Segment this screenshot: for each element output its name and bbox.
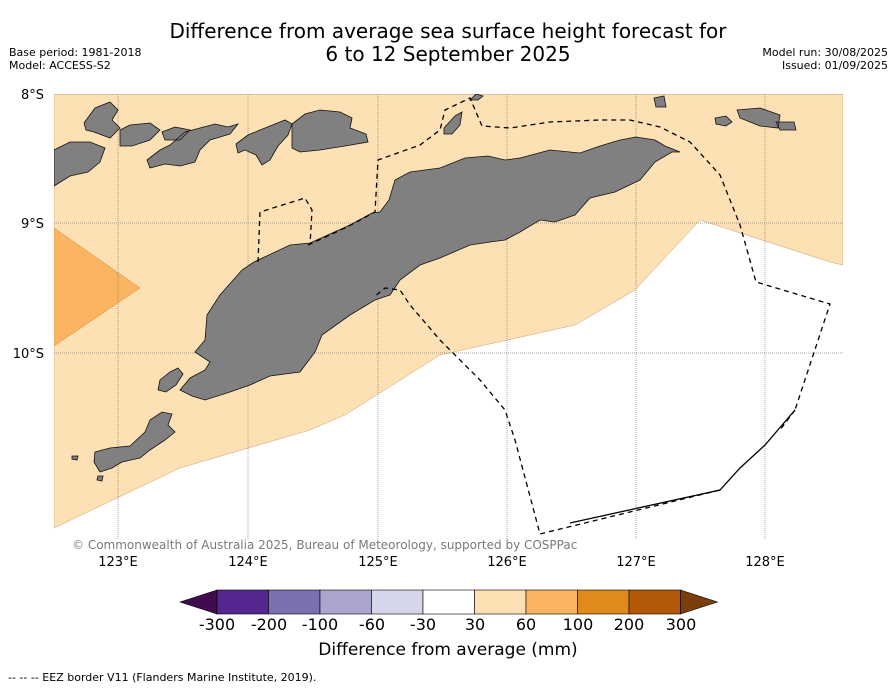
copyright-notice: © Commonwealth of Australia 2025, Bureau… xyxy=(72,538,578,552)
run-info: Model run: 30/08/2025 Issued: 01/09/2025 xyxy=(762,46,888,72)
base-period: Base period: 1981-2018 xyxy=(9,46,142,59)
model-name: Model: ACCESS-S2 xyxy=(9,59,111,72)
colorbar-tick: 30 xyxy=(464,615,486,634)
colorbar-tick: -100 xyxy=(301,615,339,634)
lon-label-124e: 124°E xyxy=(228,555,268,570)
colorbar-tick: -200 xyxy=(250,615,288,634)
colorbar-tick: 200 xyxy=(613,615,645,634)
lon-label-125e: 125°E xyxy=(358,555,398,570)
ndana-island xyxy=(71,455,104,482)
rote-island xyxy=(93,411,176,473)
colorbar-swatch xyxy=(371,589,424,615)
colorbar-swatch xyxy=(577,589,630,615)
colorbar xyxy=(179,589,719,615)
wetar-west-islands xyxy=(235,109,369,166)
lat-label-8s: 8°S xyxy=(21,88,44,103)
colorbar-tick: -30 xyxy=(409,615,437,634)
lon-label-123e: 123°E xyxy=(98,555,138,570)
issued-date: Issued: 01/09/2025 xyxy=(781,59,888,72)
colorbar-label: Difference from average (mm) xyxy=(318,640,578,660)
lon-label-126e: 126°E xyxy=(487,555,527,570)
eez-legend: -- -- -- EEZ border V11 (Flanders Marine… xyxy=(8,671,317,684)
title-line-1: Difference from average sea surface heig… xyxy=(169,19,727,43)
lon-label-128e: 128°E xyxy=(745,555,785,570)
colorbar-extend-high xyxy=(680,589,719,615)
model-info: Base period: 1981-2018 Model: ACCESS-S2 xyxy=(9,46,141,72)
colorbar-swatch xyxy=(268,589,321,615)
colorbar-swatches xyxy=(179,589,719,615)
eastern-islands xyxy=(443,94,797,135)
colorbar-extend-low xyxy=(179,589,218,615)
colorbar-swatch xyxy=(628,589,681,615)
colorbar-tick: 100 xyxy=(562,615,594,634)
colorbar-swatch xyxy=(422,589,475,615)
model-run: Model run: 30/08/2025 xyxy=(762,46,888,59)
sea-height-map: 8°S 9°S 10°S 123°E 124°E 125°E 126°E 127… xyxy=(13,88,843,570)
timor-island xyxy=(179,136,681,401)
semau-island xyxy=(157,367,184,393)
lat-label-9s: 9°S xyxy=(21,217,44,232)
colorbar-swatch xyxy=(216,589,269,615)
colorbar-tick: -300 xyxy=(198,615,236,634)
colorbar-swatch xyxy=(319,589,372,615)
anomaly-region-60-100 xyxy=(54,227,141,347)
colorbar-tick: 60 xyxy=(515,615,537,634)
colorbar-tick: 300 xyxy=(665,615,697,634)
map-title: Difference from average sea surface heig… xyxy=(0,20,896,66)
title-line-2: 6 to 12 September 2025 xyxy=(325,42,571,66)
eez-border-solid xyxy=(569,409,796,524)
colorbar-swatch xyxy=(474,589,527,615)
anomaly-region-30-60 xyxy=(54,94,843,529)
colorbar-swatch xyxy=(525,589,578,615)
alor-pantar-islands xyxy=(54,101,240,187)
lat-label-10s: 10°S xyxy=(13,347,44,362)
lon-label-127e: 127°E xyxy=(616,555,656,570)
colorbar-tick: -60 xyxy=(358,615,386,634)
